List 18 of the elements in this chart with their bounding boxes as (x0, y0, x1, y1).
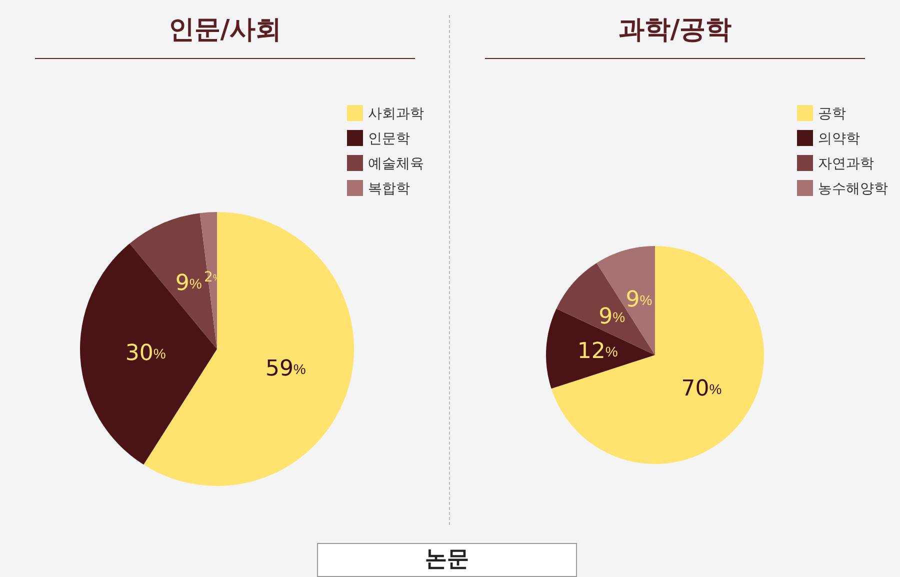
data-label: 9% (598, 304, 626, 330)
chart-title: 과학/공학 (618, 15, 732, 45)
legend-label: 예술체육 (368, 155, 424, 171)
data-label: 70% (681, 376, 722, 402)
legend-label: 의약학 (818, 130, 860, 146)
data-label: 12% (577, 338, 618, 364)
legend-label: 자연과학 (818, 155, 874, 171)
text: 논문 (317, 543, 577, 577)
data-label: 9% (175, 270, 202, 296)
legend-label: 복합학 (368, 180, 410, 196)
legend-label: 사회과학 (368, 105, 424, 121)
data-label: 9% (626, 287, 652, 312)
chart-title: 인문/사회 (168, 15, 282, 45)
legend-label: 인문학 (368, 130, 410, 146)
data-label: 59% (265, 356, 306, 382)
legend-label: 농수해양학 (818, 180, 888, 196)
data-label: 30% (125, 340, 166, 366)
legend-label: 공학 (818, 105, 846, 121)
